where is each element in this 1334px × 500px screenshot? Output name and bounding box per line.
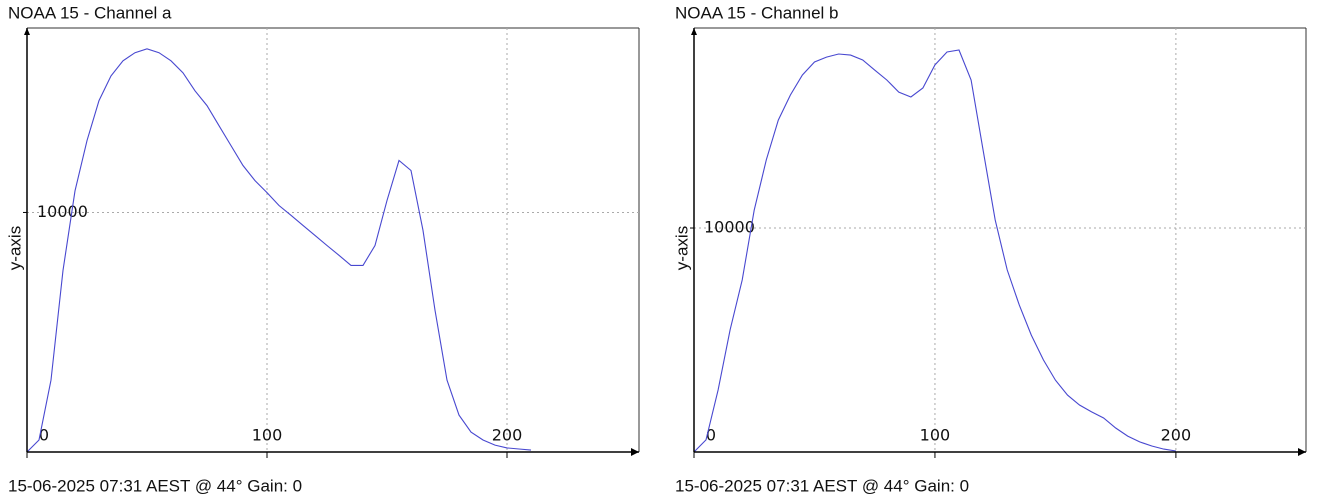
x-tick-label: 100 [252,426,283,445]
chart-title: NOAA 15 - Channel b [675,3,838,22]
y-axis-arrow [24,28,30,35]
x-tick-label: 0 [39,426,49,445]
x-axis-arrow [1298,448,1306,456]
x-tick-label: 200 [1161,426,1192,445]
data-line [26,48,532,453]
caption: 15-06-2025 07:31 AEST @ 44° Gain: 0 [675,476,969,495]
y-tick-label: 10000 [37,202,88,221]
y-axis-label: y-axis [5,226,24,270]
y-axis-label: y-axis [672,226,691,270]
caption: 15-06-2025 07:31 AEST @ 44° Gain: 0 [8,476,302,495]
data-line [693,49,1176,453]
x-tick-label: 0 [706,426,716,445]
chart-title: NOAA 15 - Channel a [8,3,172,22]
x-tick-label: 100 [920,426,951,445]
y-axis-arrow [691,28,697,35]
x-tick-label: 200 [492,426,523,445]
y-tick-label: 10000 [704,218,755,237]
x-axis-arrow [631,448,639,456]
